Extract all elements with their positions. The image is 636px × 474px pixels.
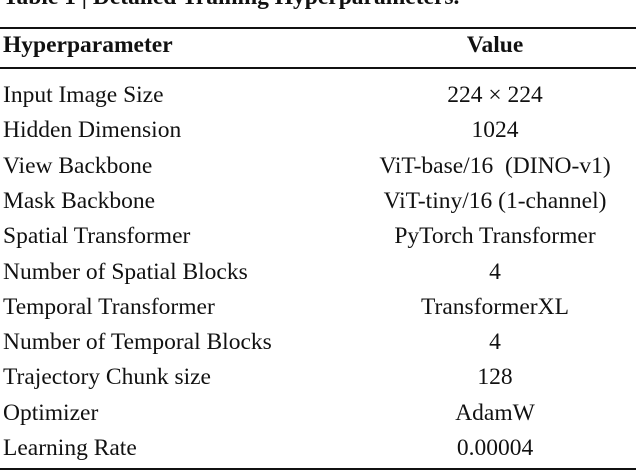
table-caption: Table 1 | Detailed Training Hyperparamet… — [3, 0, 459, 12]
header-rule — [0, 67, 636, 69]
row-label: Optimizer — [3, 399, 99, 426]
row-label: Learning Rate — [3, 435, 137, 461]
row-value: TransformerXL — [421, 293, 569, 320]
row-value: AdamW — [455, 399, 535, 426]
row-label: Number of Spatial Blocks — [3, 258, 248, 285]
row-value: ViT-tiny/16 (1-channel) — [383, 187, 607, 214]
row-value: 4 — [489, 258, 501, 285]
row-label: Trajectory Chunk size — [3, 364, 211, 391]
bottom-rule — [0, 468, 636, 470]
row-value: ViT-base/16 (DINO-v1) — [379, 152, 611, 179]
header-cell: Value — [466, 32, 524, 58]
row-value: 1024 — [471, 117, 519, 144]
row-label: Number of Temporal Blocks — [3, 329, 272, 356]
row-value: PyTorch Transformer — [394, 223, 596, 250]
row-value: 0.00004 — [456, 435, 534, 461]
row-label: Mask Backbone — [3, 187, 156, 214]
row-label: Hidden Dimension — [3, 117, 182, 144]
row-label: View Backbone — [3, 152, 153, 179]
row-value: 4 — [489, 329, 501, 356]
row-value: 224 × 224 — [447, 82, 543, 108]
header-cell: Hyperparameter — [3, 32, 173, 58]
row-label: Input Image Size — [3, 82, 164, 108]
top-rule — [0, 27, 636, 29]
row-value: 128 — [477, 364, 513, 391]
row-label: Spatial Transformer — [3, 223, 191, 250]
row-label: Temporal Transformer — [3, 293, 215, 320]
